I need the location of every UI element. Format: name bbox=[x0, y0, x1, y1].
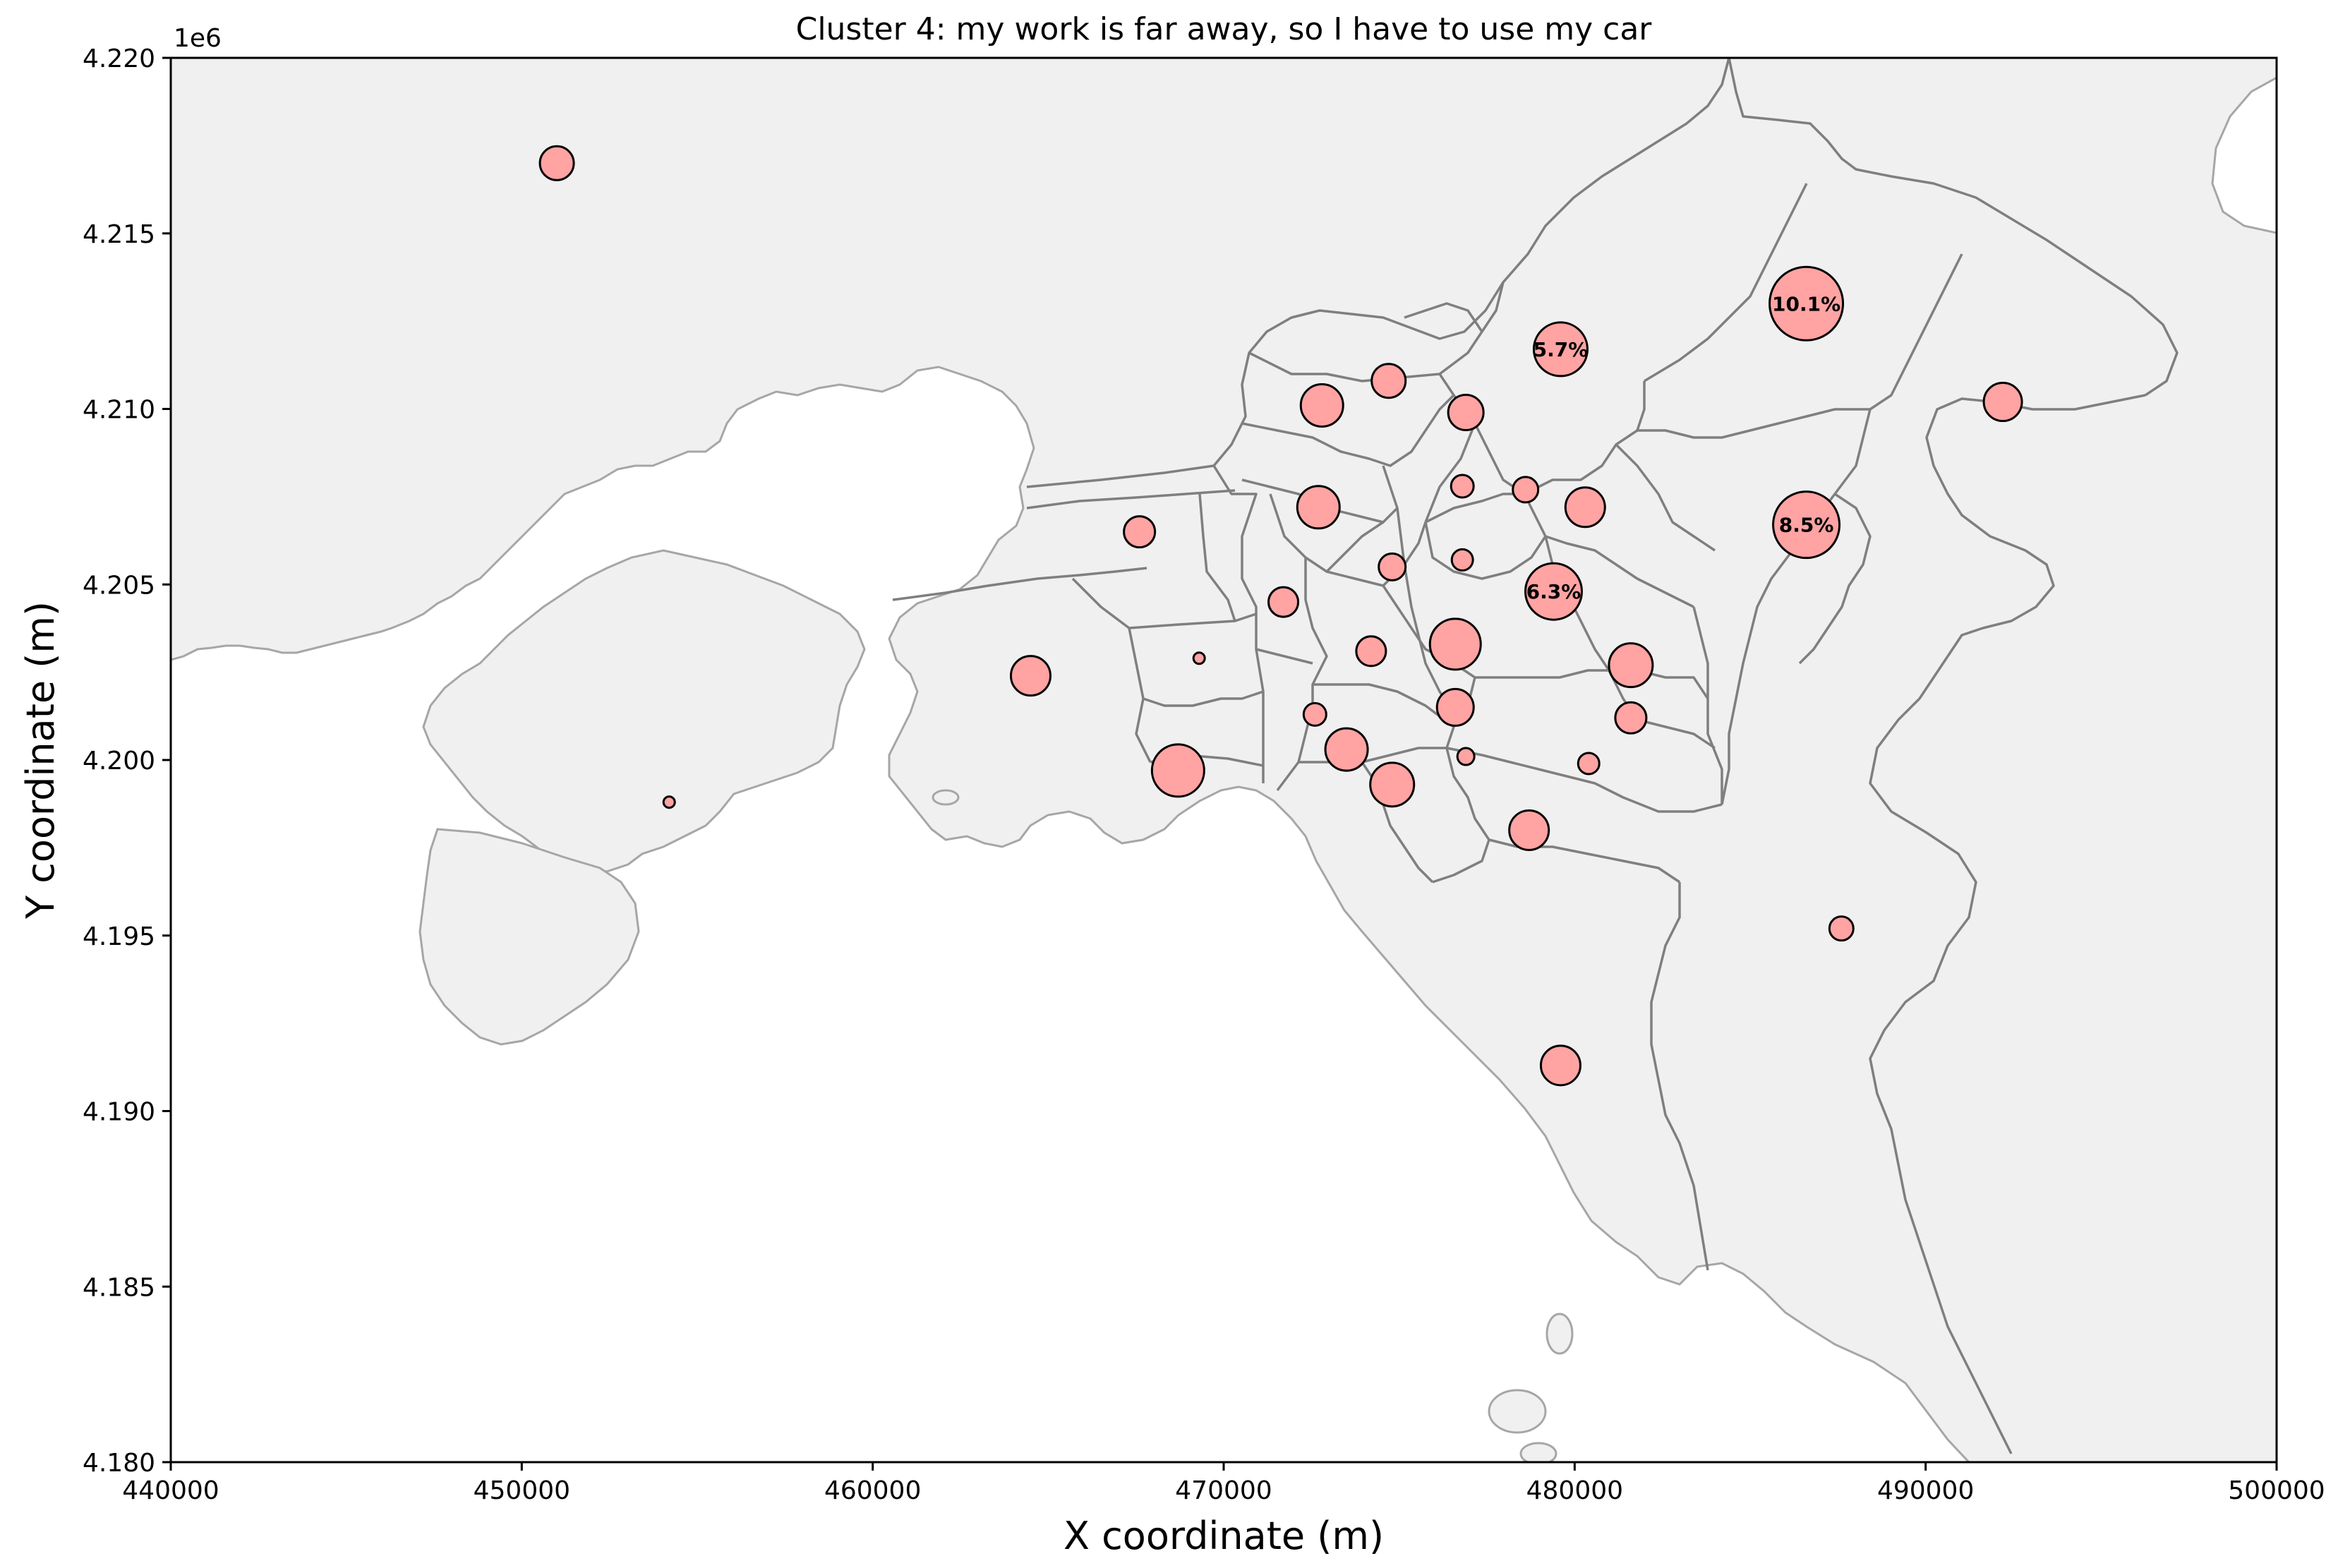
bubble-percent-label: 5.7% bbox=[1533, 338, 1589, 361]
bubble-percent-label: 6.3% bbox=[1526, 580, 1581, 603]
x-tick-label: 480000 bbox=[1526, 1476, 1623, 1505]
x-axis-label: X coordinate (m) bbox=[1063, 1514, 1384, 1558]
y-tick-label: 4.205 bbox=[83, 571, 155, 600]
bubble-marker bbox=[1982, 382, 2023, 423]
x-tick-label: 460000 bbox=[824, 1476, 921, 1505]
bubble-marker bbox=[1324, 727, 1369, 772]
x-tick-label: 440000 bbox=[122, 1476, 219, 1505]
mainland-landmass bbox=[171, 58, 2277, 1462]
bubble-marker bbox=[1447, 393, 1485, 431]
islet-3 bbox=[1519, 1442, 1557, 1462]
bubble-marker bbox=[1370, 363, 1407, 399]
bubble-marker bbox=[1378, 552, 1407, 581]
bubble-marker bbox=[1435, 687, 1475, 727]
bubble-marker bbox=[1524, 562, 1583, 621]
bubble-marker bbox=[1508, 809, 1550, 851]
islet-2 bbox=[1545, 1313, 1574, 1355]
y-tick-label: 4.200 bbox=[83, 747, 155, 776]
bubble-marker bbox=[1296, 485, 1341, 530]
islet-1 bbox=[1488, 1389, 1547, 1434]
y-tick-label: 4.210 bbox=[83, 396, 155, 425]
y-tick-label: 4.195 bbox=[83, 922, 155, 951]
bubble-marker bbox=[1299, 383, 1344, 428]
y-tick-label: 4.185 bbox=[83, 1273, 155, 1302]
bubble-marker bbox=[1772, 490, 1841, 560]
y-tick-label: 4.215 bbox=[83, 220, 155, 249]
bubble-marker bbox=[1450, 548, 1474, 572]
bubble-marker bbox=[1192, 651, 1206, 665]
bubble-marker bbox=[1564, 486, 1606, 529]
bubble-marker bbox=[1768, 265, 1845, 342]
bubble-marker bbox=[1369, 761, 1416, 808]
y-tick-label: 4.180 bbox=[83, 1449, 155, 1478]
bubble-marker bbox=[1302, 701, 1327, 727]
island-south-west bbox=[418, 828, 640, 1046]
y-offset-label: 1e6 bbox=[174, 24, 222, 53]
x-tick-label: 470000 bbox=[1175, 1476, 1272, 1505]
bubble-marker bbox=[1456, 747, 1476, 766]
x-tick-label: 450000 bbox=[474, 1476, 570, 1505]
bubble-marker bbox=[1009, 655, 1052, 697]
bubble-marker bbox=[1355, 635, 1387, 668]
bubble-marker bbox=[1614, 701, 1648, 735]
islet-4 bbox=[932, 789, 960, 806]
bubble-marker bbox=[1123, 515, 1157, 549]
bubble-percent-label: 8.5% bbox=[1779, 514, 1834, 537]
y-tick-label: 4.190 bbox=[83, 1098, 155, 1127]
bubble-marker bbox=[1512, 476, 1540, 504]
bubble-marker bbox=[1577, 752, 1601, 776]
bubble-marker bbox=[1150, 743, 1205, 798]
euboea-coast bbox=[2211, 76, 2277, 234]
y-tick-label: 4.220 bbox=[83, 44, 155, 73]
x-tick-label: 490000 bbox=[1877, 1476, 1974, 1505]
bubble-marker bbox=[662, 795, 676, 809]
bubble-marker bbox=[538, 145, 575, 181]
y-axis-label: Y coordinate (m) bbox=[18, 601, 63, 919]
bubble-layer: 10.1% 5.7% 8.5% 6.3% bbox=[538, 145, 2023, 1087]
x-axis: 440000 450000 460000 470000 480000 490000 5000… bbox=[122, 1462, 2325, 1505]
x-tick-label: 500000 bbox=[2228, 1476, 2325, 1505]
bubble-marker bbox=[1428, 617, 1482, 671]
bubble-marker bbox=[1450, 474, 1475, 499]
y-axis: 4.180 4.185 4.190 4.195 4.200 4.205 4.210 4.215… bbox=[83, 44, 171, 1478]
bubble-marker bbox=[1608, 642, 1654, 689]
bubble-marker bbox=[1828, 915, 1855, 942]
chart-title: Cluster 4: my work is far away, so I hav… bbox=[796, 11, 1653, 47]
bubble-marker bbox=[1532, 321, 1589, 378]
basemap bbox=[171, 58, 2277, 1462]
bubble-percent-label: 10.1% bbox=[1772, 292, 1840, 315]
bubble-marker bbox=[1267, 586, 1300, 618]
bubble-marker bbox=[1539, 1044, 1581, 1087]
